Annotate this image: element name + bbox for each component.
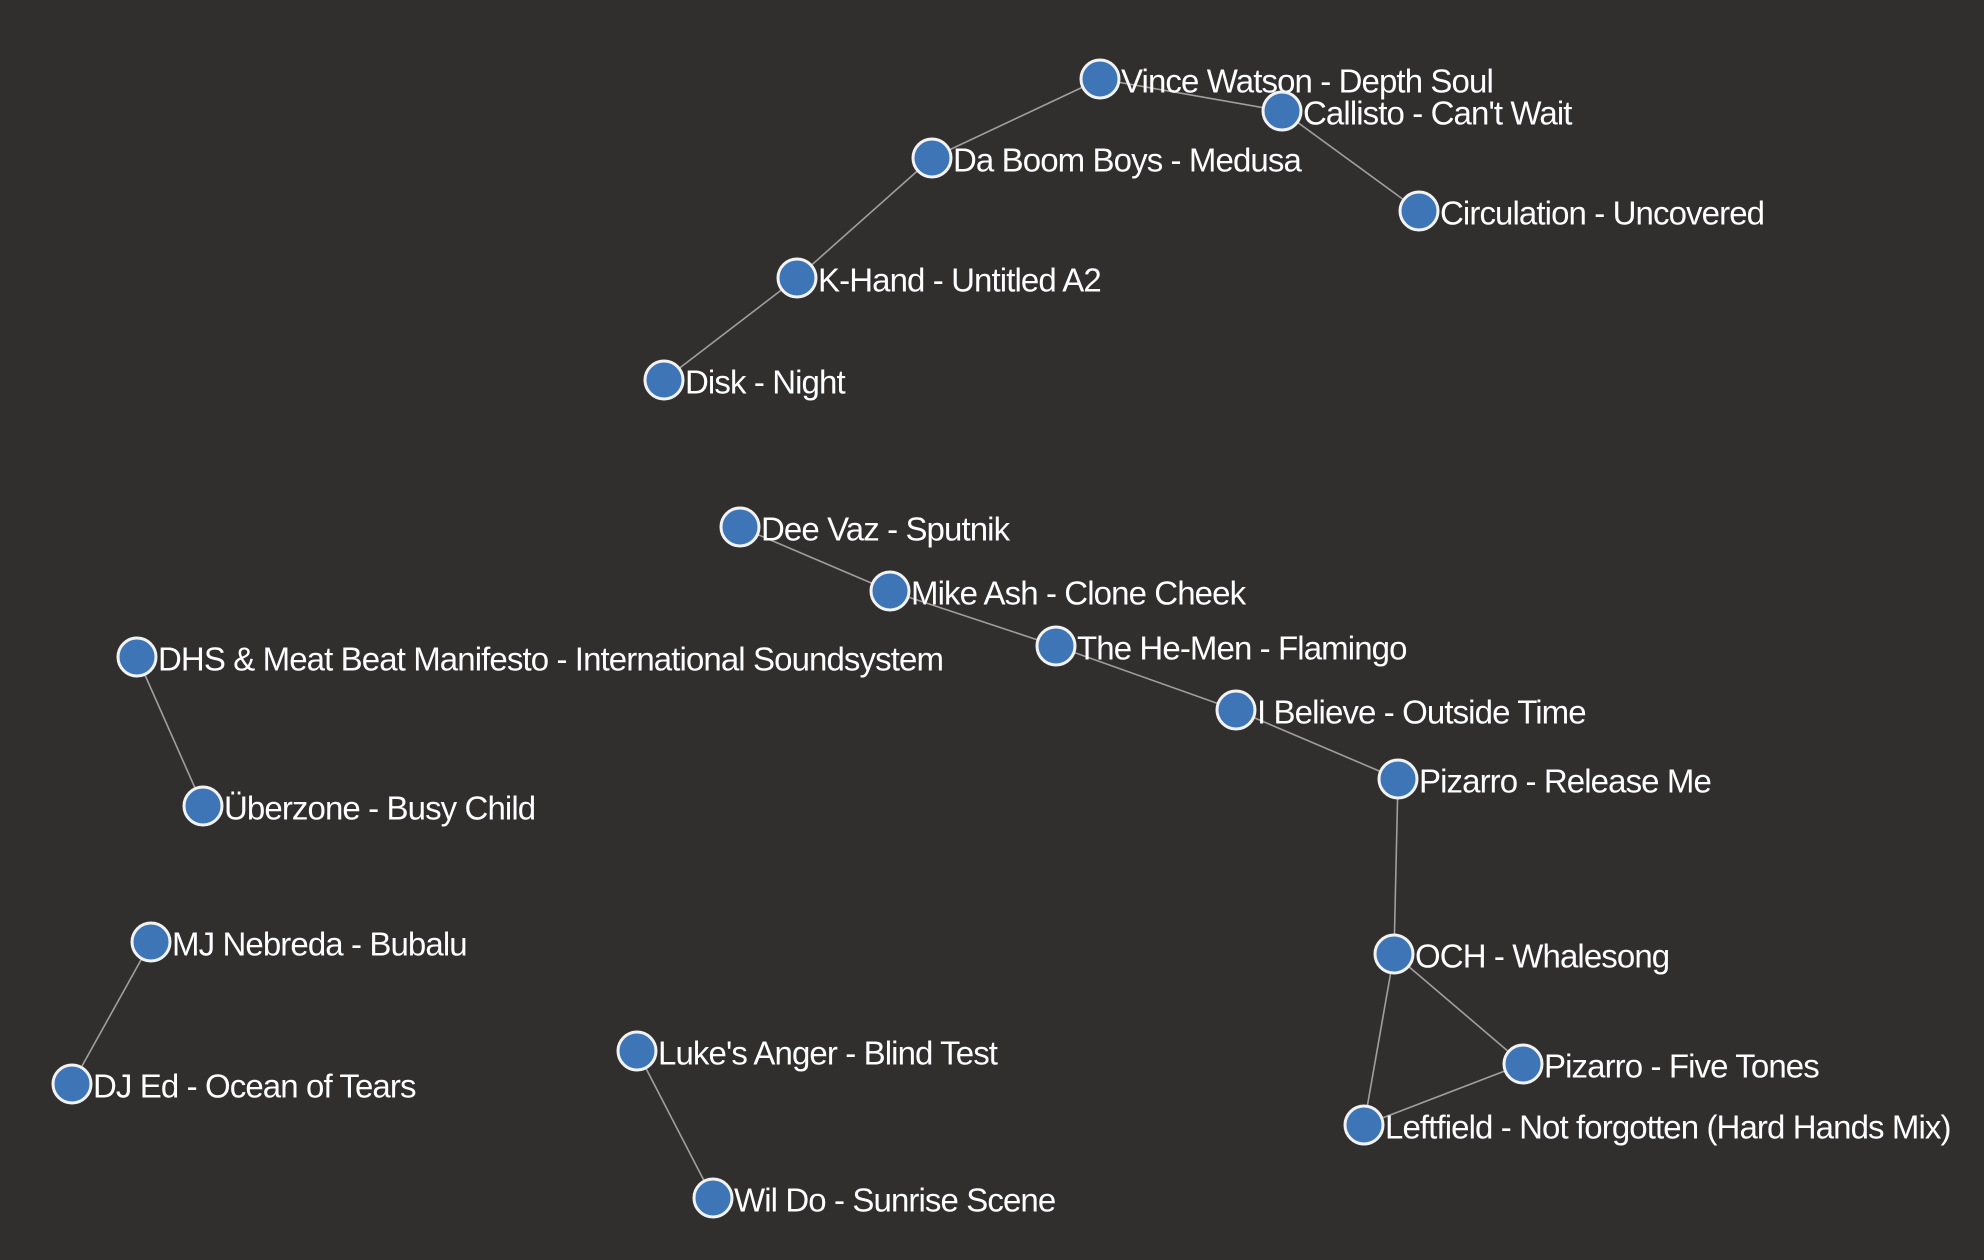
edge-dhs-uberzone [136,656,204,807]
edge-pizarro-release-och [1393,778,1399,955]
node-circle-i-believe[interactable] [1215,689,1257,731]
edge-he-men-i-believe [1055,645,1237,711]
edge-mj-nebreda-dj-ed [71,941,152,1085]
edge-och-leftfield [1363,953,1395,1126]
node-circle-k-hand[interactable] [776,257,818,299]
node-circle-dhs[interactable] [116,636,158,678]
edge-lukes-anger-wil-do [636,1050,714,1199]
node-circle-mike-ash[interactable] [869,570,911,612]
edge-da-boom-boys-k-hand [796,157,933,279]
node-circle-callisto[interactable] [1261,90,1303,132]
graph-edges [71,78,1524,1199]
edge-vince-watson-callisto [1099,78,1283,112]
node-circle-leftfield[interactable] [1343,1104,1385,1146]
node-circle-dj-ed[interactable] [51,1063,93,1105]
edge-mike-ash-he-men [889,590,1057,647]
node-circle-vince-watson[interactable] [1079,58,1121,100]
node-circle-circulation[interactable] [1398,190,1440,232]
edge-callisto-circulation [1281,110,1420,212]
node-circle-pizarro-five[interactable] [1502,1043,1544,1085]
node-circle-he-men[interactable] [1035,625,1077,667]
edge-och-pizarro-five [1393,953,1524,1065]
edge-leftfield-pizarro-five [1363,1063,1524,1126]
node-circle-mj-nebreda[interactable] [130,921,172,963]
node-circle-pizarro-release[interactable] [1377,758,1419,800]
node-circle-da-boom-boys[interactable] [911,137,953,179]
edge-dee-vaz-mike-ash [739,526,891,592]
node-circle-dee-vaz[interactable] [719,506,761,548]
edge-i-believe-pizarro-release [1235,709,1399,780]
node-circle-wil-do[interactable] [692,1177,734,1219]
node-circle-uberzone[interactable] [182,785,224,827]
node-circle-och[interactable] [1373,933,1415,975]
node-circle-lukes-anger[interactable] [616,1030,658,1072]
edge-vince-watson-da-boom-boys [931,78,1101,159]
node-circle-disk[interactable] [643,359,685,401]
edge-k-hand-disk [663,277,798,381]
